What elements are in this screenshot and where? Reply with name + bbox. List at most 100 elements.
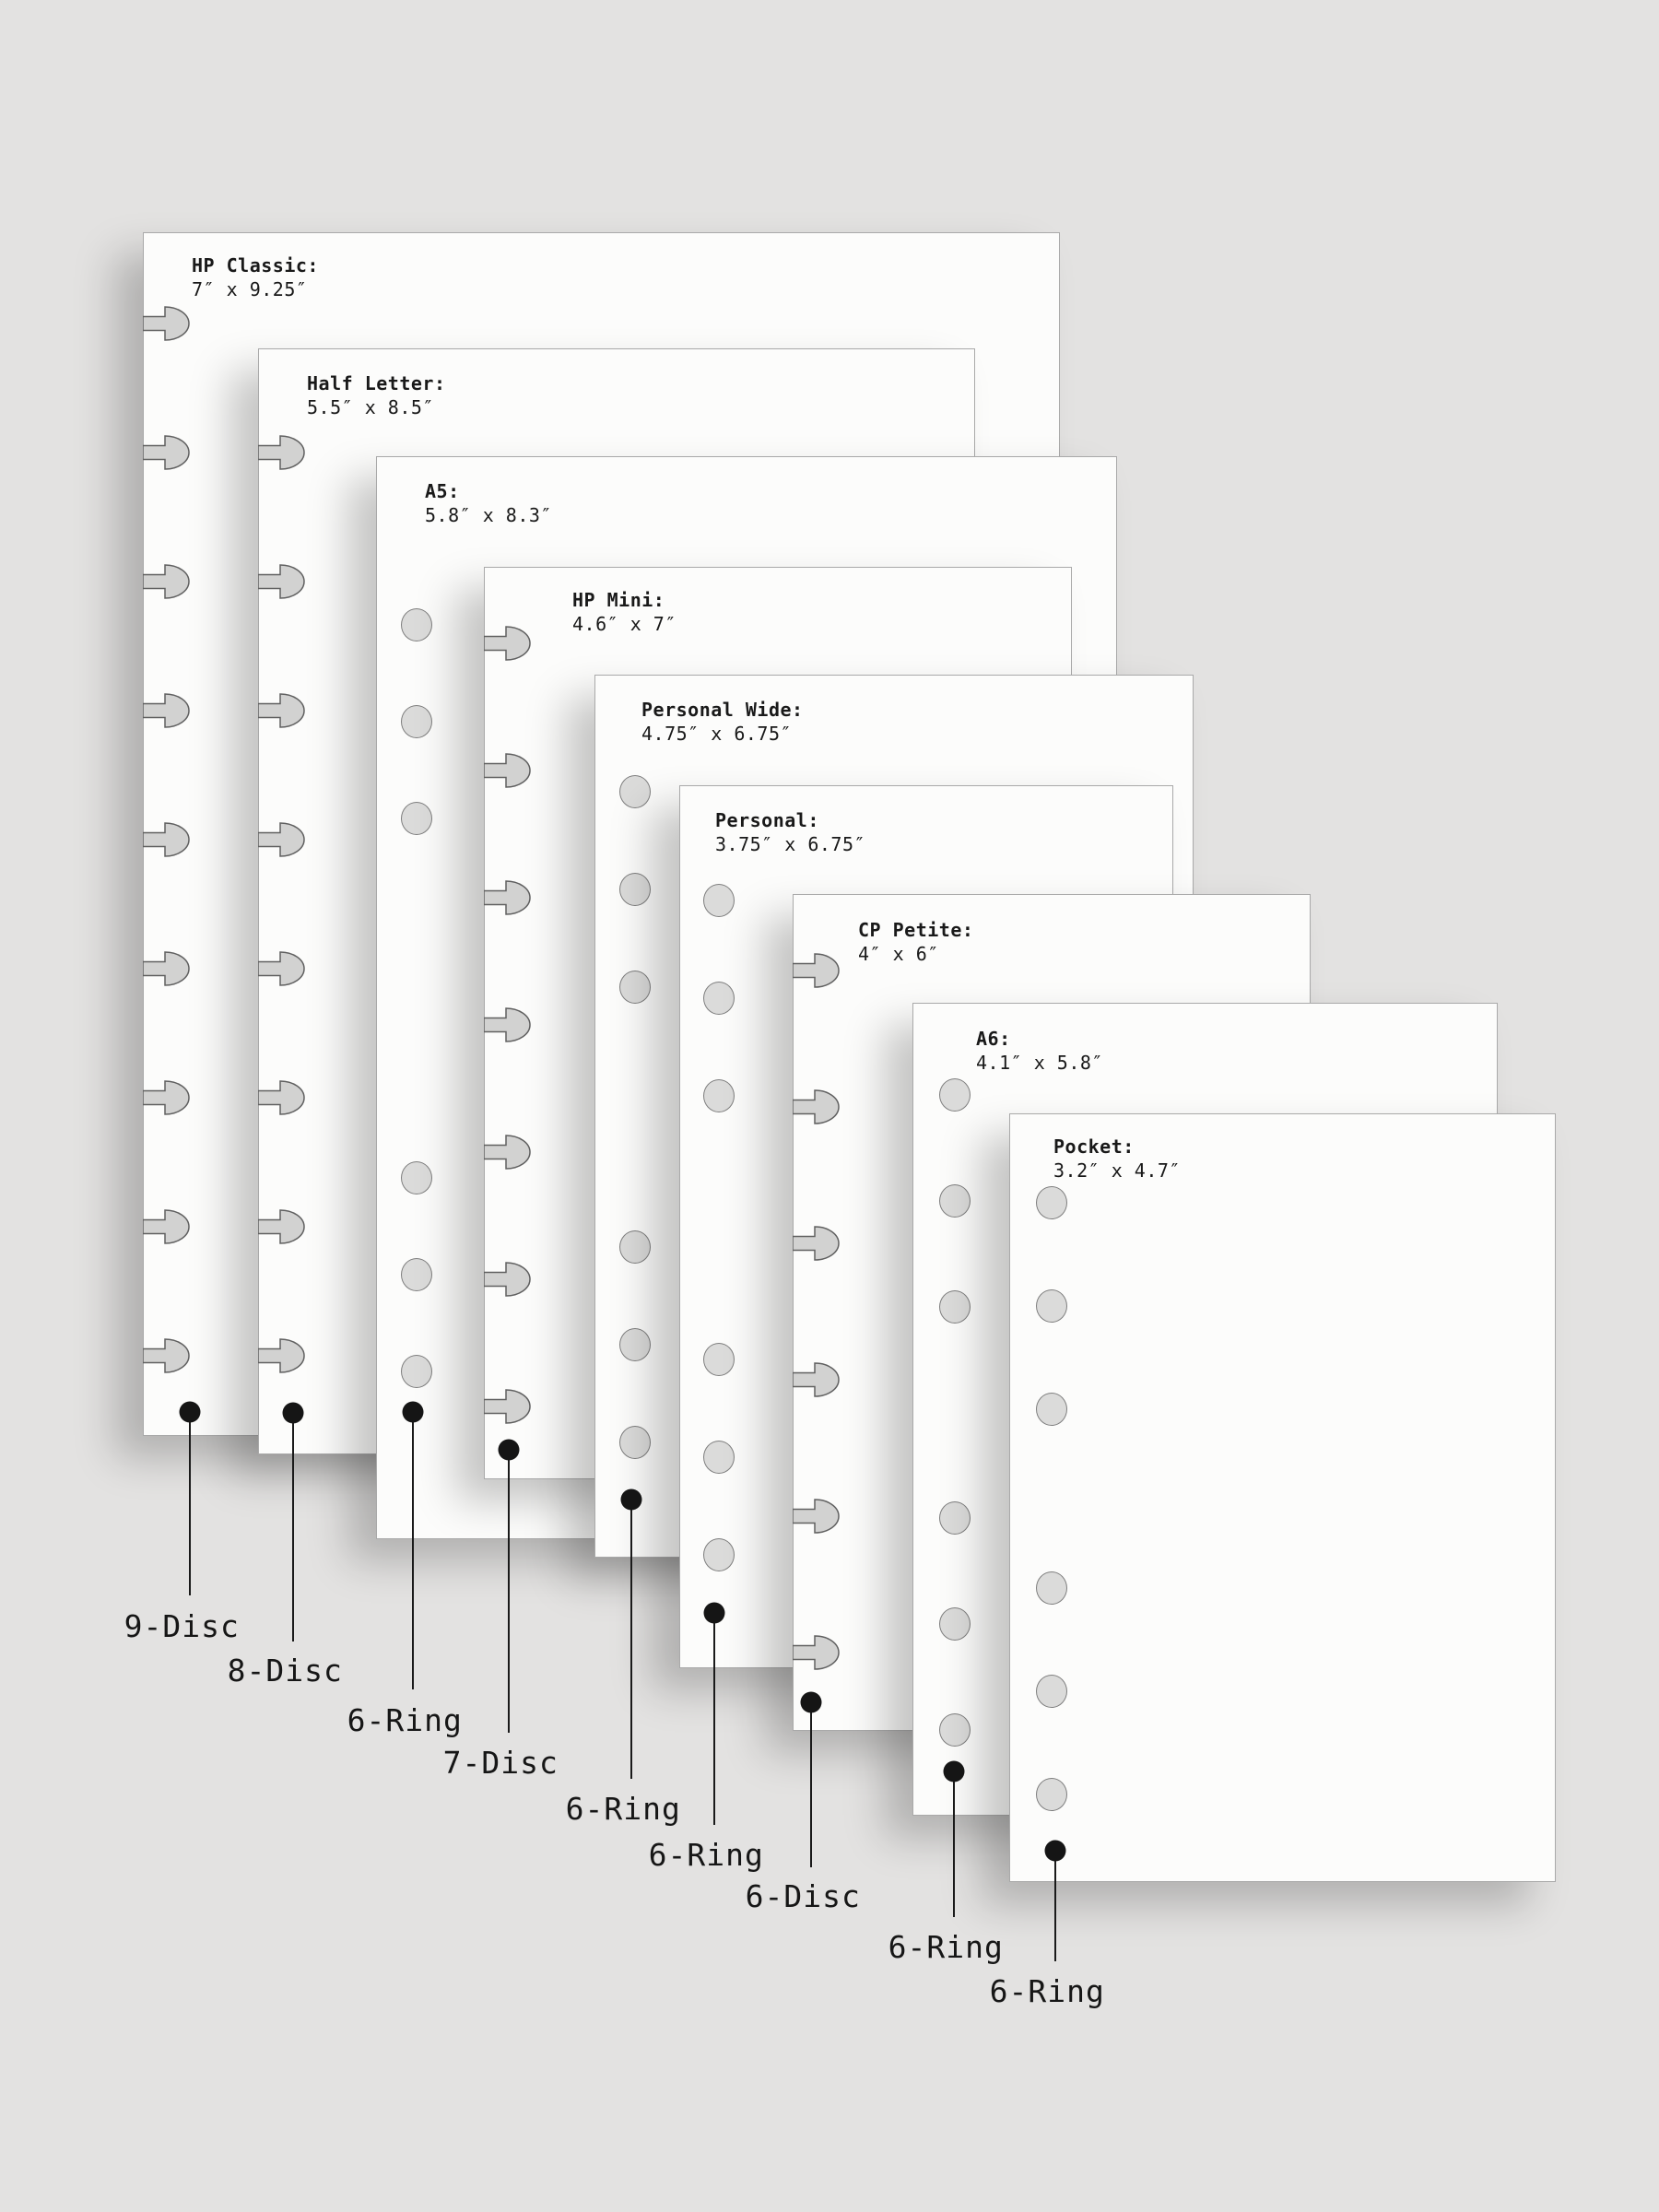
disc-punch-icon (483, 879, 533, 916)
ring-hole-icon (939, 1078, 971, 1112)
ring-hole-icon (703, 1441, 735, 1474)
sheet-dimensions: 7″ x 9.25″ (192, 278, 308, 300)
ring-hole-icon (401, 1161, 432, 1194)
ring-hole-icon (401, 608, 432, 641)
disc-punch-icon (142, 1337, 192, 1374)
sheet-label-personal: Personal: 3.75″ x 6.75″ (715, 808, 865, 856)
callout-dot-half-letter (282, 1402, 304, 1424)
sheet-title: A6: (976, 1028, 1011, 1050)
disc-punch-icon (142, 950, 192, 987)
callout-label-hp-classic: 9-Disc (124, 1608, 240, 1644)
sheet-pocket: Pocket: 3.2″ x 4.7″ (1009, 1113, 1556, 1882)
sheet-title: CP Petite: (858, 919, 974, 941)
sheet-dimensions: 4.75″ x 6.75″ (641, 723, 793, 745)
sheet-title: Personal Wide: (641, 699, 804, 721)
disc-punch-icon (483, 752, 533, 789)
ring-hole-icon (619, 1426, 651, 1459)
ring-hole-icon (703, 1343, 735, 1376)
disc-punch-icon (483, 1006, 533, 1043)
sheet-title: HP Mini: (572, 589, 665, 611)
callout-label-personal-wide: 6-Ring (565, 1791, 681, 1827)
ring-hole-icon (939, 1290, 971, 1324)
disc-punch-icon (257, 1208, 307, 1245)
ring-hole-icon (939, 1501, 971, 1535)
ring-hole-icon (1036, 1393, 1067, 1426)
callout-label-personal: 6-Ring (648, 1837, 764, 1873)
callout-dot-a5 (402, 1401, 424, 1423)
callout-line-a5 (412, 1412, 414, 1689)
ring-hole-icon (939, 1184, 971, 1218)
ring-hole-icon (1036, 1571, 1067, 1605)
disc-punch-icon (483, 625, 533, 662)
ring-hole-icon (401, 802, 432, 835)
sheet-title: Pocket: (1053, 1135, 1135, 1158)
disc-punch-icon (142, 821, 192, 858)
ring-hole-icon (401, 1258, 432, 1291)
disc-punch-icon (792, 952, 841, 989)
disc-punch-icon (483, 1134, 533, 1171)
disc-punch-icon (792, 1225, 841, 1262)
disc-punch-icon (792, 1361, 841, 1398)
sheet-label-a6: A6: 4.1″ x 5.8″ (976, 1027, 1103, 1075)
disc-punch-icon (142, 563, 192, 600)
disc-punch-icon (142, 1208, 192, 1245)
disc-punch-icon (483, 1388, 533, 1425)
callout-dot-a6 (943, 1760, 965, 1783)
sheet-label-half-letter: Half Letter: 5.5″ x 8.5″ (307, 371, 446, 419)
ring-hole-icon (1036, 1778, 1067, 1811)
ring-hole-icon (1036, 1289, 1067, 1323)
callout-line-hp-mini (508, 1450, 510, 1733)
sheet-dimensions: 4″ x 6″ (858, 943, 939, 965)
callout-line-personal-wide (630, 1500, 632, 1779)
sheet-label-cp-petite: CP Petite: 4″ x 6″ (858, 918, 973, 966)
disc-punch-icon (142, 692, 192, 729)
disc-punch-icon (257, 434, 307, 471)
ring-hole-icon (1036, 1186, 1067, 1219)
ring-hole-icon (619, 1230, 651, 1264)
disc-punch-icon (483, 1261, 533, 1298)
callout-dot-hp-classic (179, 1401, 201, 1423)
callout-label-cp-petite: 6-Disc (745, 1878, 861, 1914)
disc-punch-icon (257, 1337, 307, 1374)
disc-punch-icon (257, 950, 307, 987)
callout-label-a5: 6-Ring (347, 1702, 463, 1738)
ring-hole-icon (1036, 1675, 1067, 1708)
disc-punch-icon (142, 434, 192, 471)
disc-punch-icon (792, 1088, 841, 1125)
callout-dot-pocket (1044, 1840, 1066, 1862)
sheet-label-a5: A5: 5.8″ x 8.3″ (425, 479, 552, 527)
sheet-label-hp-classic: HP Classic: 7″ x 9.25″ (192, 253, 319, 301)
callout-dot-personal (703, 1602, 725, 1624)
ring-hole-icon (619, 1328, 651, 1361)
callout-line-personal (713, 1613, 715, 1825)
sheet-dimensions: 4.1″ x 5.8″ (976, 1052, 1103, 1074)
callout-line-half-letter (292, 1413, 294, 1641)
callout-label-a6: 6-Ring (888, 1929, 1004, 1965)
ring-hole-icon (703, 1538, 735, 1571)
disc-punch-icon (257, 821, 307, 858)
sheet-title: HP Classic: (192, 254, 319, 276)
callout-line-pocket (1054, 1851, 1056, 1961)
ring-hole-icon (703, 884, 735, 917)
sheet-label-pocket: Pocket: 3.2″ x 4.7″ (1053, 1135, 1181, 1182)
sheet-dimensions: 3.2″ x 4.7″ (1053, 1159, 1181, 1182)
callout-line-a6 (953, 1771, 955, 1917)
ring-hole-icon (401, 1355, 432, 1388)
disc-punch-icon (792, 1498, 841, 1535)
disc-punch-icon (142, 305, 192, 342)
ring-hole-icon (939, 1713, 971, 1747)
ring-hole-icon (401, 705, 432, 738)
callout-dot-hp-mini (498, 1439, 520, 1461)
sheet-label-personal-wide: Personal Wide: 4.75″ x 6.75″ (641, 698, 804, 746)
callout-dot-personal-wide (620, 1488, 642, 1511)
callout-label-pocket: 6-Ring (989, 1973, 1105, 2009)
ring-hole-icon (619, 873, 651, 906)
callout-dot-cp-petite (800, 1691, 822, 1713)
sheet-dimensions: 4.6″ x 7″ (572, 613, 677, 635)
sheet-title: Half Letter: (307, 372, 446, 394)
ring-hole-icon (619, 775, 651, 808)
callout-label-half-letter: 8-Disc (227, 1653, 343, 1688)
callout-line-cp-petite (810, 1702, 812, 1867)
callout-label-hp-mini: 7-Disc (442, 1745, 559, 1781)
